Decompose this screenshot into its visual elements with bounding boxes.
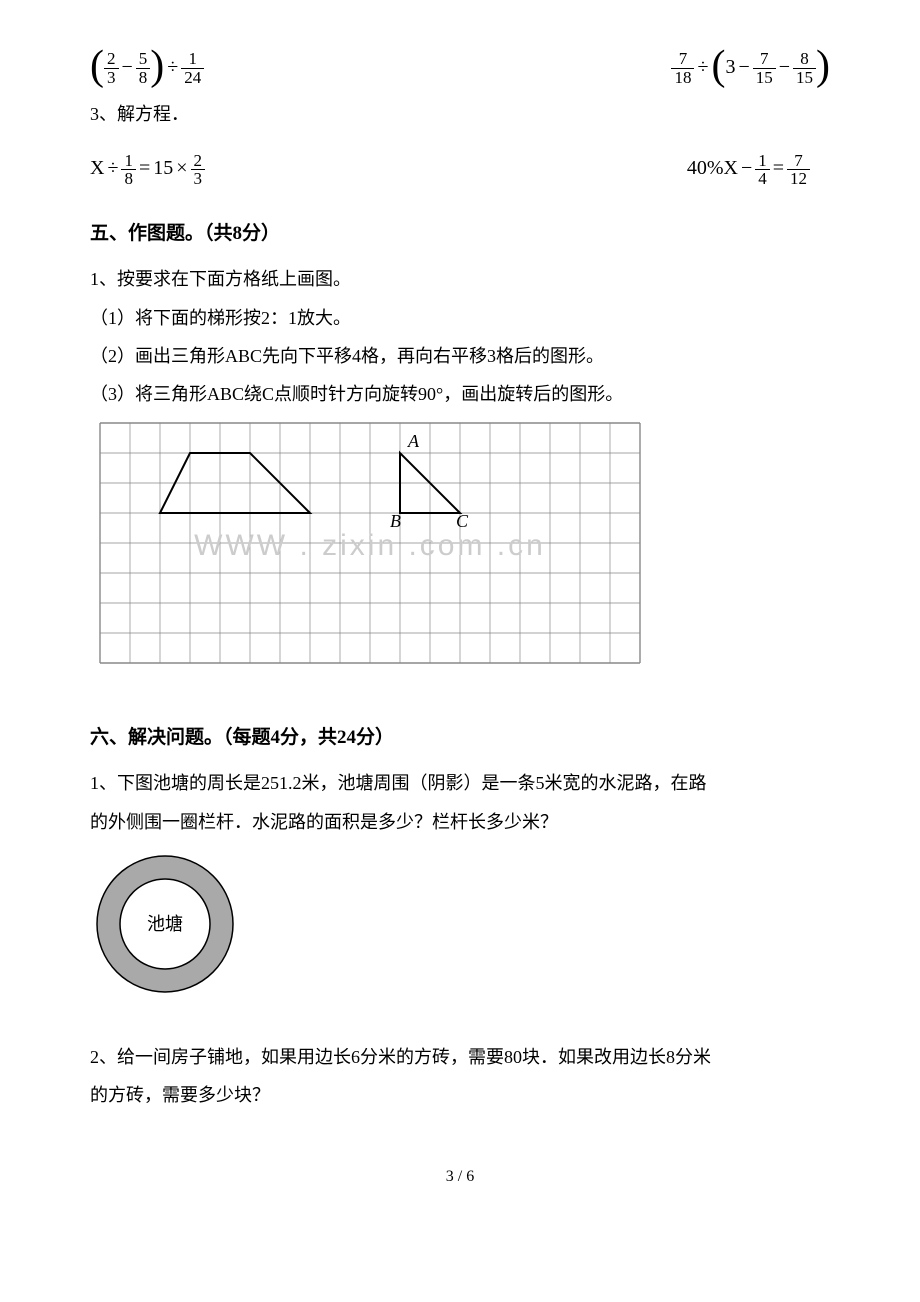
num: 7 bbox=[753, 50, 776, 69]
expr-2-left: X÷18=15×23 bbox=[90, 149, 205, 188]
num: 2 bbox=[191, 152, 206, 171]
section6-title: 六、解决问题。（每题4分，共24分） bbox=[90, 720, 830, 756]
num: 7 bbox=[787, 152, 810, 171]
num: 8 bbox=[793, 50, 816, 69]
num: 1 bbox=[121, 152, 136, 171]
pct: 40% bbox=[687, 157, 724, 179]
s5-line4: （3）将三角形ABC绕C点顺时针方向旋转90°，画出旋转后的图形。 bbox=[90, 377, 830, 411]
expr-1-right: 718÷(3−715−815) bbox=[671, 48, 830, 87]
den: 4 bbox=[755, 170, 770, 188]
num: 7 bbox=[671, 50, 694, 69]
den: 15 bbox=[793, 69, 816, 87]
den: 3 bbox=[191, 170, 206, 188]
den: 15 bbox=[753, 69, 776, 87]
num: 1 bbox=[755, 152, 770, 171]
num: 2 bbox=[104, 50, 119, 69]
den: 3 bbox=[104, 69, 119, 87]
svg-text:A: A bbox=[407, 431, 420, 451]
expr-1-left: (23−58)÷124 bbox=[90, 48, 204, 87]
s5-line1: 1、按要求在下面方格纸上画图。 bbox=[90, 262, 830, 296]
s5-line2: （1）将下面的梯形按2：1放大。 bbox=[90, 301, 830, 335]
page-number: 3 / 6 bbox=[90, 1162, 830, 1192]
s6-q1b: 的外侧围一圈栏杆．水泥路的面积是多少？栏杆长多少米？ bbox=[90, 805, 830, 839]
num: 1 bbox=[181, 50, 204, 69]
math-row-1: (23−58)÷124 718÷(3−715−815) bbox=[90, 48, 830, 87]
svg-text:C: C bbox=[456, 511, 469, 531]
grid-svg: WWW . zixin .com .cn A B C bbox=[90, 421, 650, 681]
pond-svg: 池塘 bbox=[90, 849, 240, 999]
int: 3 bbox=[725, 56, 735, 78]
section5-title: 五、作图题。（共8分） bbox=[90, 216, 830, 252]
math-row-2: X÷18=15×23 40%X−14=712 bbox=[90, 149, 830, 188]
pond-label: 池塘 bbox=[147, 914, 183, 934]
den: 8 bbox=[121, 170, 136, 188]
den: 8 bbox=[136, 69, 151, 87]
svg-text:B: B bbox=[390, 511, 401, 531]
den: 12 bbox=[787, 170, 810, 188]
s6-q2b: 的方砖，需要多少块？ bbox=[90, 1078, 830, 1112]
grid-figure: WWW . zixin .com .cn A B C bbox=[90, 421, 830, 692]
q3-label: 3、解方程． bbox=[90, 97, 830, 131]
s5-line3: （2）画出三角形ABC先向下平移4格，再向右平移3格后的图形。 bbox=[90, 339, 830, 373]
den: 18 bbox=[671, 69, 694, 87]
int: 15 bbox=[153, 157, 173, 179]
expr-2-right: 40%X−14=712 bbox=[687, 149, 830, 188]
pond-figure: 池塘 bbox=[90, 849, 830, 1010]
den: 24 bbox=[181, 69, 204, 87]
s6-q2a: 2、给一间房子铺地，如果用边长6分米的方砖，需要80块．如果改用边长8分米 bbox=[90, 1040, 830, 1074]
num: 5 bbox=[136, 50, 151, 69]
s6-q1a: 1、下图池塘的周长是251.2米，池塘周围（阴影）是一条5米宽的水泥路，在路 bbox=[90, 766, 830, 800]
svg-text:WWW . zixin .com .cn: WWW . zixin .com .cn bbox=[194, 529, 546, 562]
